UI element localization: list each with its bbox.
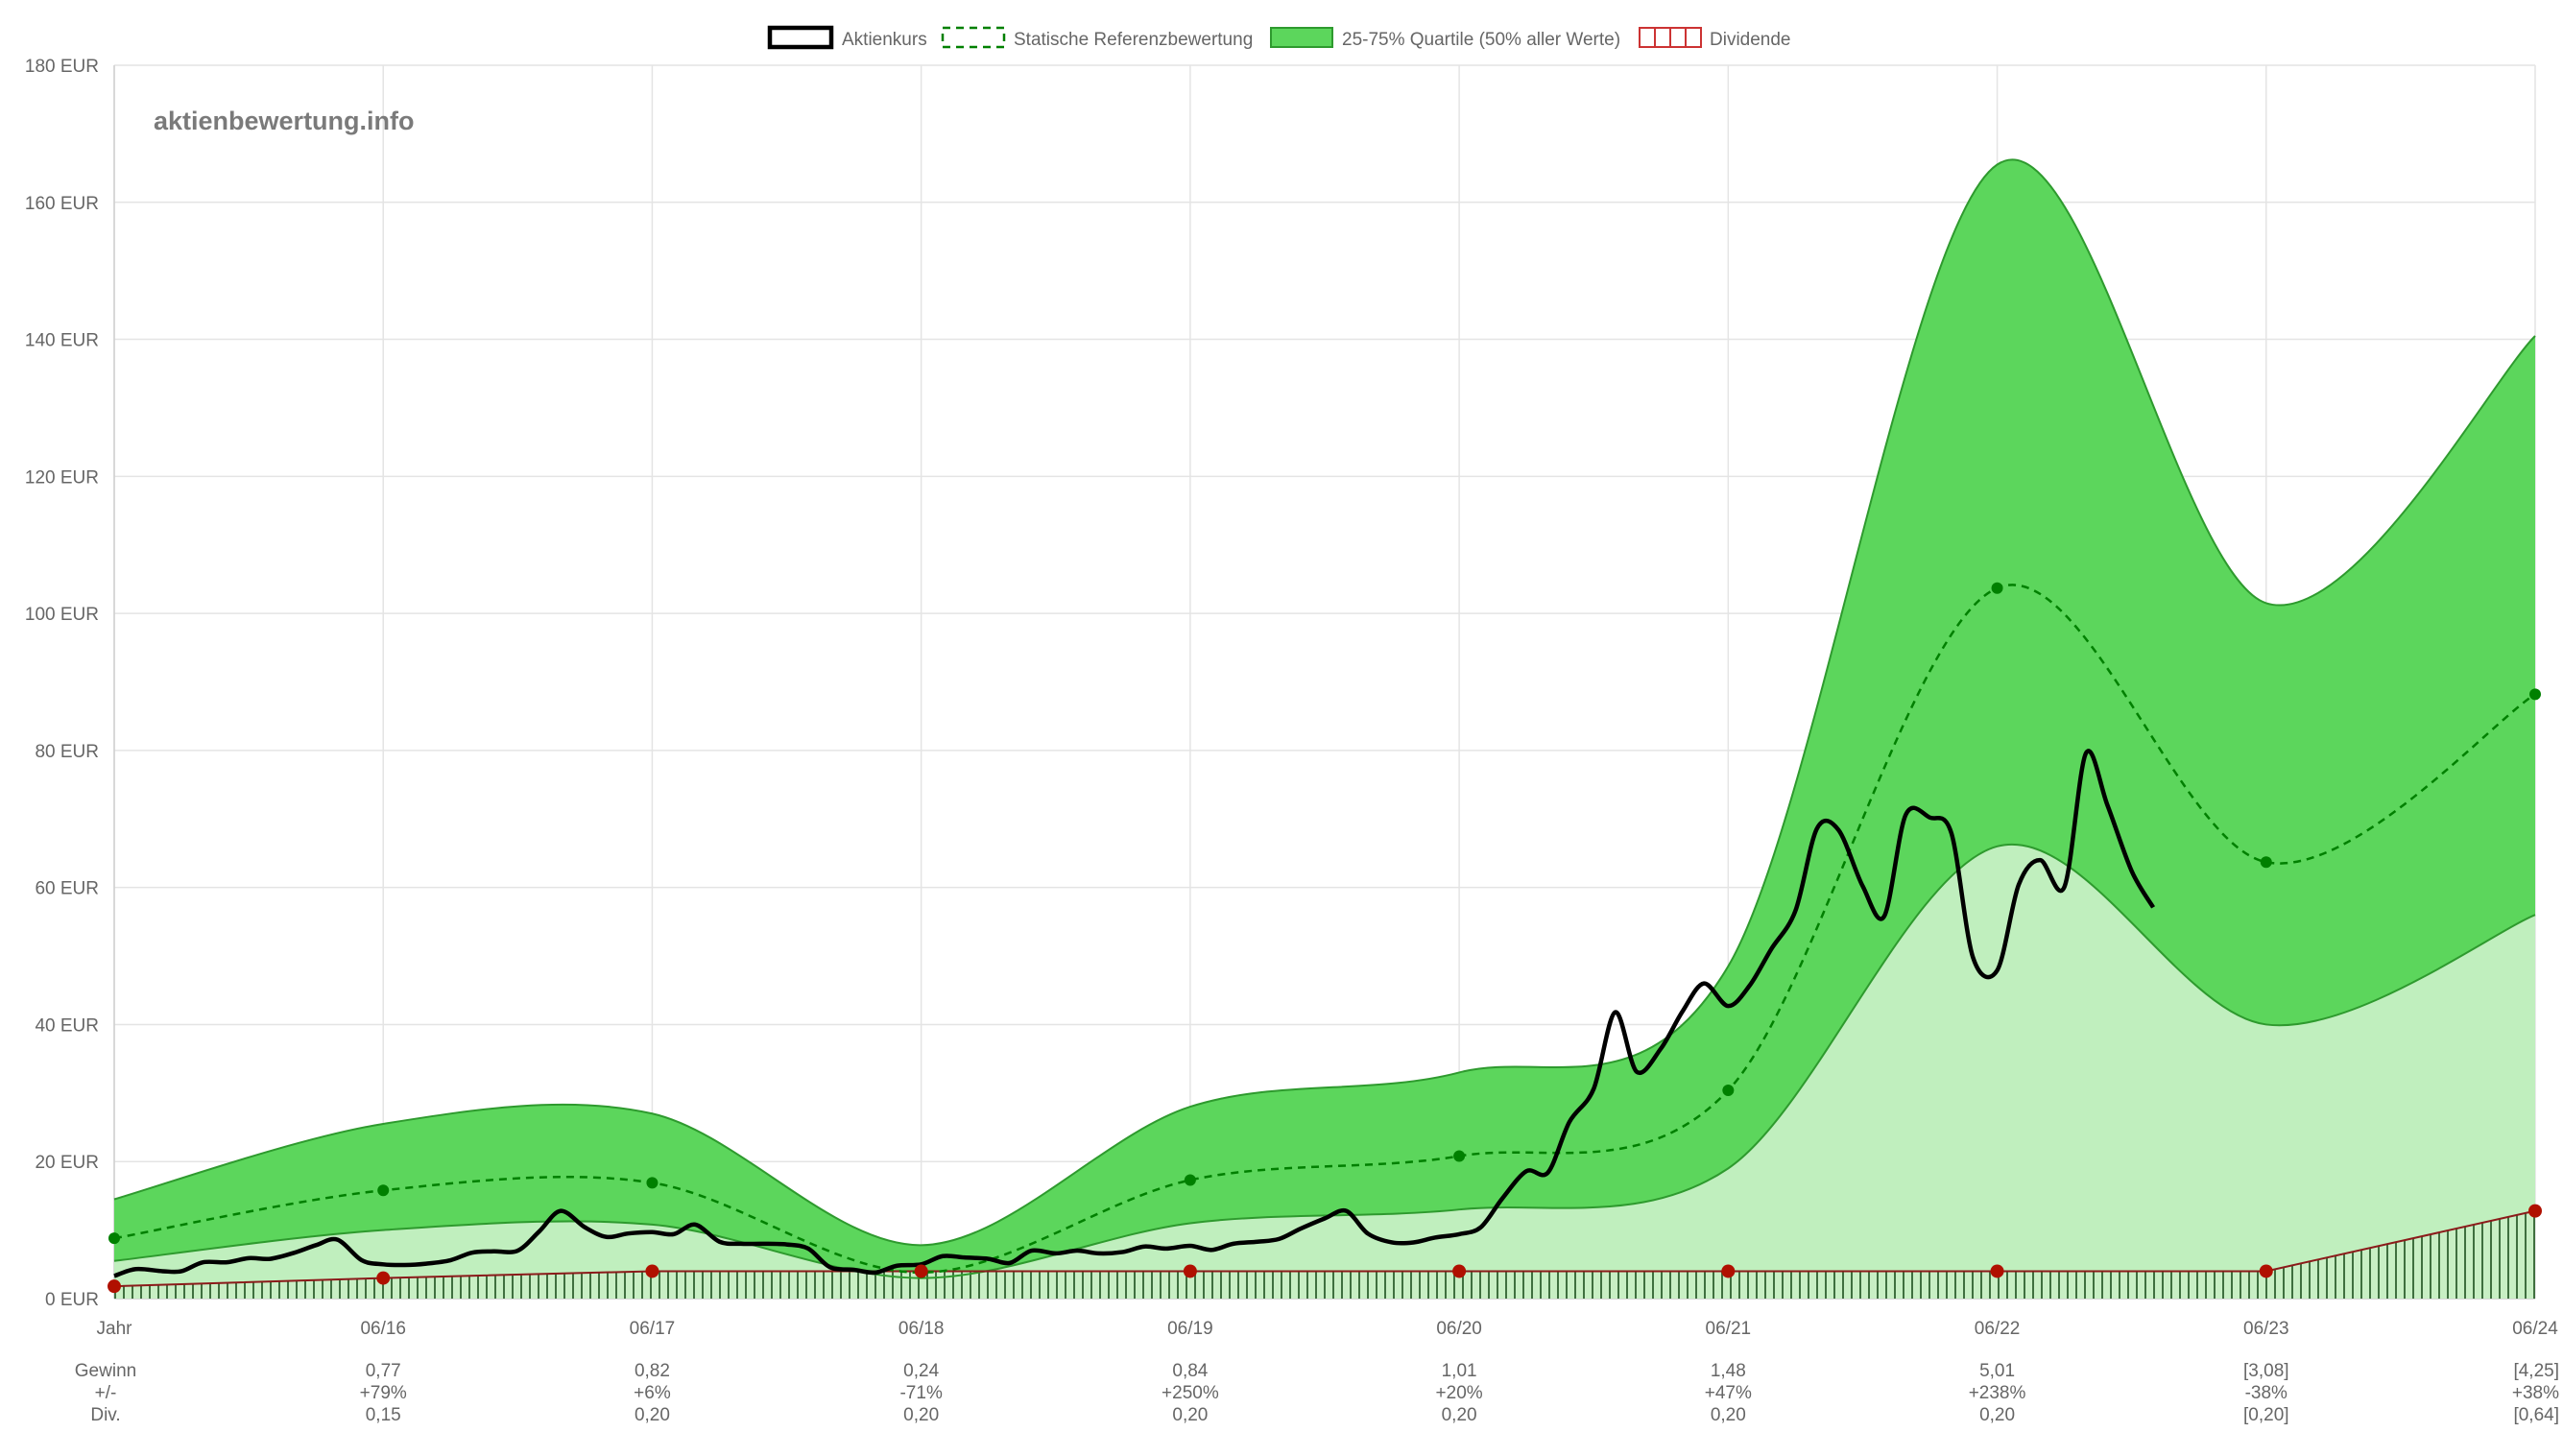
table-cell-change: +38% [2512,1383,2559,1403]
table-cell-change: +238% [1969,1383,2026,1403]
dividend-point [376,1271,391,1285]
y-tick-label: 60 EUR [35,879,99,899]
y-tick-label: 40 EUR [35,1015,99,1036]
legend-swatch-reference [941,26,1006,49]
legend-label: 25-75% Quartile (50% aller Werte) [1342,30,1620,50]
plot-points [108,582,2542,1294]
legend: Aktienkurs Statische Referenzbewertung 25-… [767,25,1791,50]
reference-point [1991,582,2003,594]
legend-item-dividend: Dividende [1639,27,1791,50]
dividend-point [914,1264,928,1278]
y-tick-label: 180 EUR [25,57,99,77]
table-row-label: Div. [90,1405,120,1425]
table-cell-dividend: 0,15 [366,1405,401,1425]
table-cell-gewinn: 1,48 [1711,1361,1746,1381]
dividend-point [645,1264,659,1278]
table-cell-gewinn: 5,01 [1979,1361,2015,1381]
y-tick-label: 140 EUR [25,331,99,351]
y-tick-label: 160 EUR [25,194,99,214]
dividend-area [114,1210,2535,1299]
quartile-band [114,159,2535,1278]
table-cell-dividend: 0,20 [903,1405,939,1425]
x-tick-label: 06/23 [2243,1319,2289,1339]
dividend-point [1721,1264,1736,1278]
x-tick-label: 06/20 [1436,1319,1482,1339]
table-cell-change: -38% [2245,1383,2288,1403]
legend-item-quartile: 25-75% Quartile (50% aller Werte) [1270,27,1620,50]
reference-point [2529,688,2541,701]
table-cell-gewinn: [3,08] [2243,1361,2289,1381]
x-axis: Jahr 06/16 06/17 06/18 06/19 06/20 06/21 06/22 0… [97,1319,2559,1339]
reference-point [377,1184,390,1197]
x-tick-label: Jahr [97,1319,133,1339]
lower-quartile-area [114,844,2535,1299]
dividend-point [108,1279,121,1294]
y-tick-label: 0 EUR [45,1290,99,1310]
dividend-line [113,1209,2536,1288]
reference-point [646,1177,659,1189]
table-cell-change: +79% [360,1383,407,1403]
legend-item-reference: Statische Referenzbewertung [941,26,1253,50]
reference-point [1722,1084,1735,1096]
dividend-point [1452,1264,1467,1278]
reference-point [1453,1150,1466,1162]
table-cell-dividend: 0,20 [1172,1405,1208,1425]
table-cell-dividend: 0,20 [1979,1405,2015,1425]
quartile-lower-border [113,843,2536,1279]
x-tick-label: 06/21 [1706,1319,1752,1339]
table-cell-dividend: 0,20 [1711,1405,1746,1425]
x-tick-label: 06/16 [360,1319,406,1339]
legend-swatch-price [767,25,834,50]
table-cell-change: +6% [634,1383,671,1403]
table-cell-gewinn: 0,84 [1172,1361,1208,1381]
legend-swatch-quartile [1270,27,1333,48]
x-tick-label: 06/19 [1167,1319,1213,1339]
table-cell-change: -71% [899,1383,942,1403]
table-cell-change: +47% [1705,1383,1752,1403]
x-tick-label: 06/22 [1975,1319,2021,1339]
y-tick-label: 120 EUR [25,467,99,488]
table-cell-gewinn: 1,01 [1442,1361,1477,1381]
table-cell-dividend: [0,64] [2513,1405,2559,1425]
table-cell-dividend: 0,20 [635,1405,670,1425]
y-tick-label: 80 EUR [35,742,99,762]
legend-label: Dividende [1710,30,1791,50]
dividend-point [1183,1264,1197,1278]
table-cell-gewinn: 0,24 [903,1361,939,1381]
legend-item-price: Aktienkurs [767,25,927,50]
table-cell-dividend: 0,20 [1442,1405,1477,1425]
table-cell-gewinn: 0,82 [635,1361,670,1381]
plot-areas [114,159,2535,1299]
table-row-label: +/- [95,1383,117,1403]
y-tick-label: 100 EUR [25,605,99,625]
reference-point [2260,856,2272,869]
reference-point [1184,1174,1196,1186]
x-tick-label: 06/24 [2512,1319,2558,1339]
table-row-label: Gewinn [75,1361,136,1381]
x-tick-label: 06/18 [898,1319,945,1339]
fundamentals-table: Gewinn+/-Div.0,77+79%0,150,82+6%0,200,24… [75,1361,2559,1425]
y-axis: 0 EUR 20 EUR 40 EUR 60 EUR 80 EUR 100 EUR 120 … [25,57,99,1310]
dividend-point [1990,1264,2004,1278]
dividend-point [2259,1264,2273,1278]
table-cell-gewinn: 0,77 [366,1361,401,1381]
legend-label: Aktienkurs [842,30,927,50]
table-cell-gewinn: [4,25] [2513,1361,2559,1381]
x-tick-label: 06/17 [630,1319,676,1339]
dividend-point [2528,1204,2542,1218]
quartile-upper-border [113,158,2536,1247]
table-cell-change: +250% [1162,1383,1219,1403]
price-line [113,749,2156,1278]
table-cell-dividend: [0,20] [2243,1405,2289,1425]
reference-point [108,1232,120,1245]
y-tick-label: 20 EUR [35,1153,99,1173]
legend-label: Statische Referenzbewertung [1014,30,1253,50]
table-cell-change: +20% [1436,1383,1483,1403]
brand-watermark: aktienbewertung.info [154,107,415,135]
